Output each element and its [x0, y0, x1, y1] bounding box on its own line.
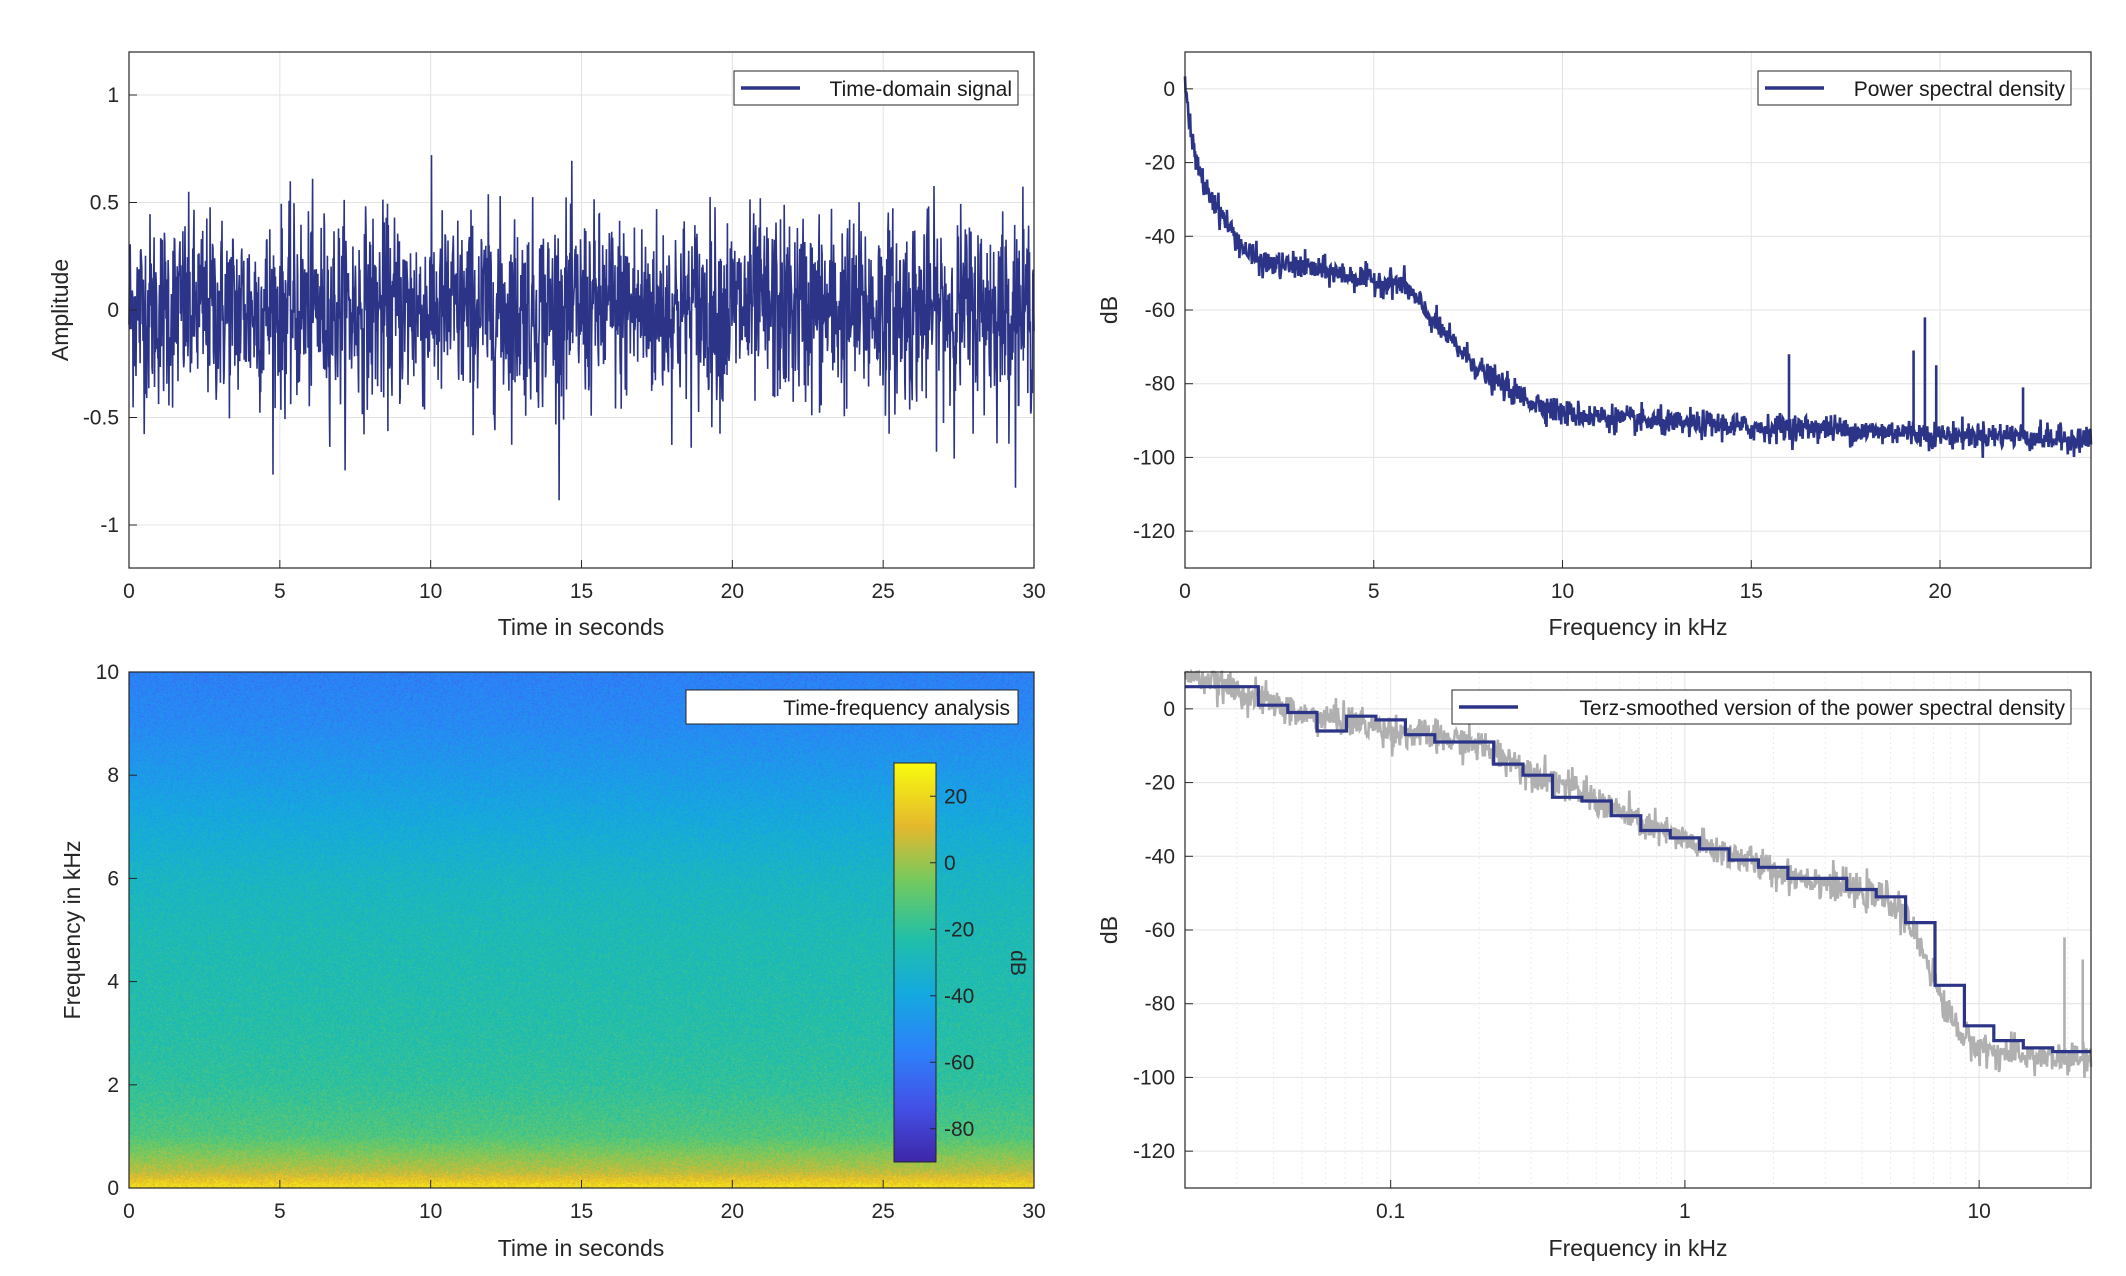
tick-labels: 0 5 10 15 20 25 30 -1 -0.5 0 0.5 1 [83, 84, 1046, 603]
signal-series-line [128, 155, 1035, 501]
tick-labels: 0 5 10 15 20 25 30 0 2 4 6 8 10 [96, 661, 1046, 1223]
x-axis-label: Frequency in kHz [1549, 1235, 1728, 1261]
y-tick-label: -120 [1133, 520, 1175, 543]
legend-label: Terz-smoothed version of the power spect… [1579, 697, 2065, 720]
grid-lines [1185, 672, 2091, 1188]
y-tick-label: 0 [1163, 698, 1175, 721]
legend-label: Time-frequency analysis [783, 697, 1010, 720]
tick-labels: 0.1 1 10 -120 -100 -80 -60 -40 -20 0 [1133, 698, 1991, 1223]
x-tick-label: 5 [274, 580, 286, 603]
time-domain-panel: 0 5 10 15 20 25 30-1-0.500.51 Time in seconds … [47, 51, 1046, 640]
legend-label: Power spectral density [1854, 78, 2066, 101]
y-tick-label: 0 [107, 299, 119, 322]
y-tick-label: 0 [1163, 78, 1175, 101]
spectrogram-image [129, 672, 1034, 1188]
terz-panel: 0.1 1 10 -120 -100 -80 -60 -40 -20 0 Frequency in… [1096, 668, 2093, 1261]
y-tick-label: 8 [107, 764, 119, 787]
x-tick-label: 1 [1679, 1200, 1691, 1223]
colorbar-tick-label: -60 [944, 1051, 974, 1074]
legend[interactable]: Terz-smoothed version of the power spect… [1451, 689, 2072, 725]
y-tick-label: -20 [1145, 152, 1175, 175]
x-tick-label: 5 [274, 1200, 286, 1223]
spectrogram-panel: 0 5 10 15 20 25 30 0 2 4 6 8 10 Time in seconds Freq… [59, 661, 1046, 1261]
x-tick-label: 5 [1368, 580, 1380, 603]
y-tick-label: -40 [1145, 845, 1175, 868]
y-tick-label: -60 [1145, 299, 1175, 322]
legend[interactable]: Power spectral density [1757, 70, 2072, 106]
colorbar-tick-label: 0 [944, 852, 956, 875]
plot-area [1183, 668, 2093, 1078]
plot-area [1183, 76, 2093, 458]
colorbar-tick-label: 20 [944, 785, 967, 808]
y-tick-label: -80 [1145, 993, 1175, 1016]
legend[interactable]: Time-domain signal [733, 70, 1019, 106]
tick-labels: 0 5 10 15 20 -120 -100 -80 -60 -40 -20 0 [1133, 78, 1952, 603]
terz-series-line [1185, 685, 2091, 1054]
x-tick-label: 10 [1551, 580, 1574, 603]
x-tick-label: 25 [871, 580, 894, 603]
x-tick-label: 10 [1967, 1200, 1990, 1223]
legend-box [685, 689, 1019, 725]
x-tick-label: 0 [123, 580, 135, 603]
legend-label: Time-domain signal [830, 78, 1012, 101]
y-tick-label: -1 [100, 514, 119, 537]
y-tick-label: 2 [107, 1074, 119, 1097]
x-tick-label: 15 [570, 580, 593, 603]
y-tick-label: 6 [107, 867, 119, 890]
x-tick-label: 20 [721, 1200, 744, 1223]
y-tick-label: -100 [1133, 1066, 1175, 1089]
x-tick-label: 0 [123, 1200, 135, 1223]
x-tick-label: 15 [570, 1200, 593, 1223]
x-tick-label: 30 [1022, 1200, 1045, 1223]
x-tick-label: 20 [1928, 580, 1951, 603]
y-axis-label: Frequency in kHz [59, 841, 85, 1020]
x-tick-label: 30 [1022, 580, 1045, 603]
y-axis-label: Amplitude [47, 259, 73, 361]
x-tick-label: 25 [871, 1200, 894, 1223]
psd-panel: 0 5 10 15 20 -120 -100 -80 -60 -40 -20 0 Frequency … [1096, 51, 2093, 640]
x-tick-label: 10 [419, 580, 442, 603]
x-axis-label: Frequency in kHz [1549, 614, 1728, 640]
y-tick-label: 1 [107, 84, 119, 107]
y-tick-label: -80 [1145, 373, 1175, 396]
colorbar-ticks: 20 0 -20 -40 -60 -80 [930, 785, 974, 1141]
y-tick-label: -40 [1145, 225, 1175, 248]
y-tick-label: 0 [107, 1177, 119, 1200]
x-tick-label: 10 [419, 1200, 442, 1223]
y-tick-label: -0.5 [83, 407, 119, 430]
legend-box [1451, 689, 2072, 725]
y-tick-label: 4 [107, 971, 119, 994]
x-tick-label: 15 [1740, 580, 1763, 603]
psd-series-line [1183, 76, 2093, 458]
y-tick-label: 10 [96, 661, 119, 684]
y-axis-label: dB [1096, 916, 1122, 944]
y-tick-label: 0.5 [90, 192, 119, 215]
plot-area [128, 155, 1035, 501]
colorbar-tick-label: -80 [944, 1118, 974, 1141]
grid-lines [1184, 52, 2091, 568]
x-axis-label: Time in seconds [498, 614, 665, 640]
colorbar-tick-label: -20 [944, 918, 974, 941]
colorbar-tick-label: -40 [944, 985, 974, 1008]
x-tick-label: 0 [1179, 580, 1191, 603]
colorbar: 20 0 -20 -40 -60 -80 dB [893, 762, 1029, 1163]
colorbar-gradient [893, 762, 937, 1163]
y-tick-label: -20 [1145, 772, 1175, 795]
y-tick-label: -60 [1145, 919, 1175, 942]
x-tick-label: 20 [721, 580, 744, 603]
x-tick-label: 0.1 [1376, 1200, 1405, 1223]
x-axis-label: Time in seconds [498, 1235, 665, 1261]
colorbar-label: dB [1006, 950, 1029, 976]
y-tick-label: -100 [1133, 446, 1175, 469]
y-tick-label: -120 [1133, 1140, 1175, 1163]
y-axis-label: dB [1096, 296, 1122, 324]
legend[interactable]: Time-frequency analysis [685, 689, 1019, 725]
